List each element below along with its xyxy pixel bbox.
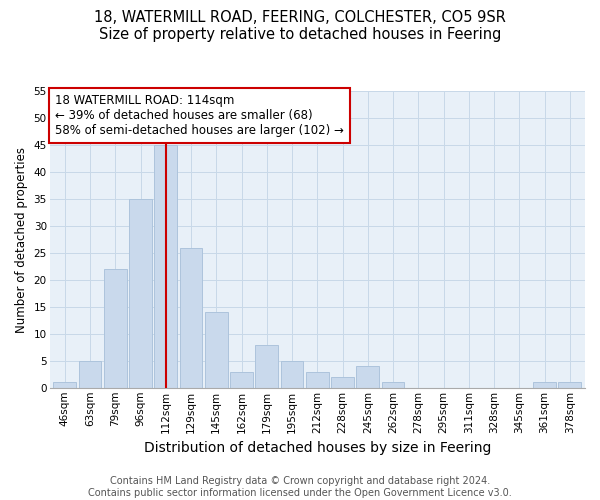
Bar: [205, 312, 227, 388]
Y-axis label: Number of detached properties: Number of detached properties: [15, 146, 28, 332]
Bar: [104, 269, 127, 388]
Bar: [356, 366, 379, 388]
Bar: [79, 361, 101, 388]
Bar: [230, 372, 253, 388]
Bar: [53, 382, 76, 388]
Bar: [331, 377, 354, 388]
Bar: [256, 344, 278, 388]
Bar: [559, 382, 581, 388]
Bar: [306, 372, 329, 388]
Bar: [129, 199, 152, 388]
Text: 18, WATERMILL ROAD, FEERING, COLCHESTER, CO5 9SR
Size of property relative to de: 18, WATERMILL ROAD, FEERING, COLCHESTER,…: [94, 10, 506, 42]
Bar: [533, 382, 556, 388]
Bar: [382, 382, 404, 388]
Bar: [154, 146, 177, 388]
X-axis label: Distribution of detached houses by size in Feering: Distribution of detached houses by size …: [143, 441, 491, 455]
Text: 18 WATERMILL ROAD: 114sqm
← 39% of detached houses are smaller (68)
58% of semi-: 18 WATERMILL ROAD: 114sqm ← 39% of detac…: [55, 94, 344, 138]
Bar: [179, 248, 202, 388]
Text: Contains HM Land Registry data © Crown copyright and database right 2024.
Contai: Contains HM Land Registry data © Crown c…: [88, 476, 512, 498]
Bar: [281, 361, 304, 388]
